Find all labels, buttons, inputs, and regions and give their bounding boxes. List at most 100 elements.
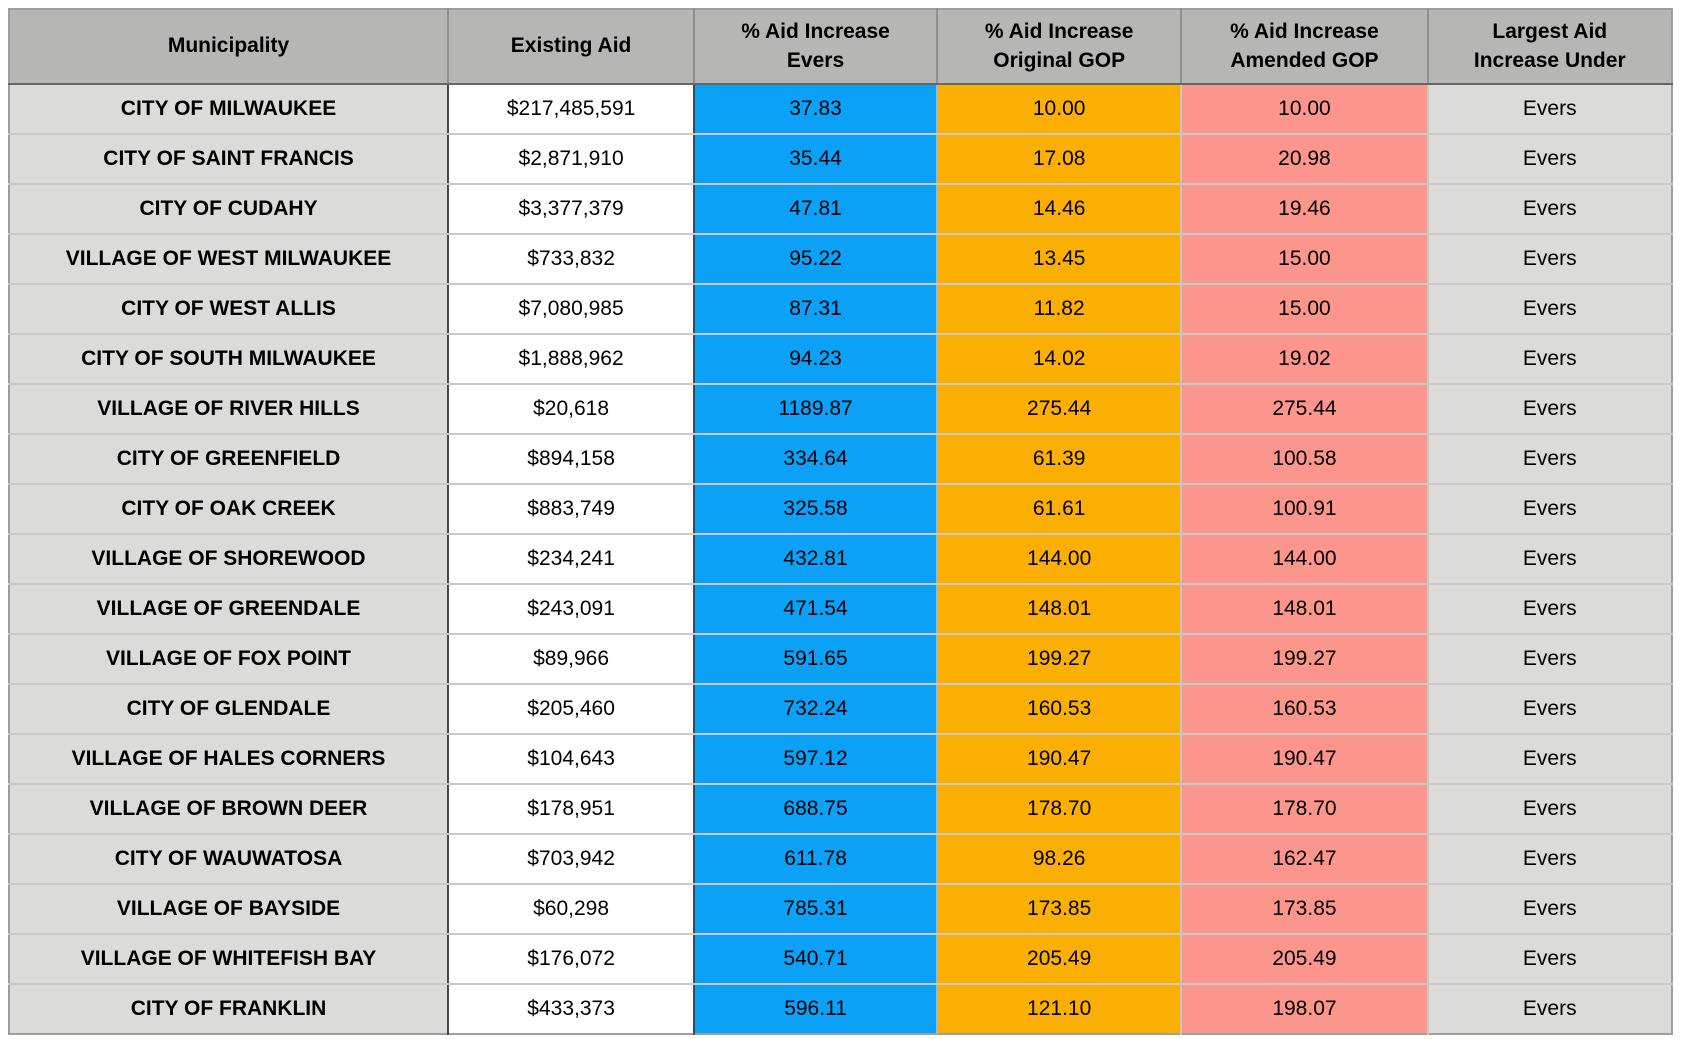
table-row: CITY OF GREENFIELD $894,158 334.64 61.39 100… bbox=[9, 434, 1672, 485]
table-row: VILLAGE OF SHOREWOOD $234,241 432.81 144.00… bbox=[9, 534, 1672, 585]
original-gop-increase-cell: 121.10 bbox=[936, 984, 1183, 1034]
largest-increase-cell: Evers bbox=[1427, 684, 1672, 735]
original-gop-increase-cell: 148.01 bbox=[936, 584, 1183, 635]
existing-aid-cell: $733,832 bbox=[448, 234, 696, 285]
amended-gop-increase-cell: 199.27 bbox=[1181, 634, 1429, 685]
amended-gop-increase-cell: 198.07 bbox=[1181, 984, 1429, 1034]
existing-aid-cell: $217,485,591 bbox=[448, 84, 696, 135]
largest-increase-cell: Evers bbox=[1427, 934, 1672, 985]
original-gop-increase-cell: 98.26 bbox=[936, 834, 1183, 885]
original-gop-increase-cell: 178.70 bbox=[936, 784, 1183, 835]
existing-aid-cell: $205,460 bbox=[448, 684, 696, 735]
municipality-cell: CITY OF WEST ALLIS bbox=[9, 284, 450, 335]
original-gop-increase-cell: 17.08 bbox=[936, 134, 1183, 185]
col-header-municipality-line: Municipality bbox=[167, 34, 290, 58]
municipality-cell: VILLAGE OF WEST MILWAUKEE bbox=[9, 234, 450, 285]
municipality-cell: VILLAGE OF SHOREWOOD bbox=[9, 534, 450, 585]
table-row: VILLAGE OF GREENDALE $243,091 471.54 148.01… bbox=[9, 584, 1672, 635]
existing-aid-cell: $3,377,379 bbox=[448, 184, 696, 235]
table-row: CITY OF WAUWATOSA $703,942 611.78 98.26 162.… bbox=[9, 834, 1672, 885]
municipality-cell: VILLAGE OF WHITEFISH BAY bbox=[9, 934, 450, 985]
municipality-cell: VILLAGE OF GREENDALE bbox=[9, 584, 450, 635]
col-header-largest-under-line: Increase Under bbox=[1473, 48, 1626, 72]
col-header-amended-gop-line: % Aid Increase bbox=[1230, 20, 1379, 44]
municipality-cell: CITY OF MILWAUKEE bbox=[9, 84, 450, 135]
amended-gop-increase-cell: 173.85 bbox=[1181, 884, 1429, 935]
municipality-cell: VILLAGE OF FOX POINT bbox=[9, 634, 450, 685]
table-row: VILLAGE OF BAYSIDE $60,298 785.31 173.85 173… bbox=[9, 884, 1672, 935]
largest-increase-cell: Evers bbox=[1427, 884, 1672, 935]
aid-table: Municipality Existing Aid % Aid Increase Ev… bbox=[8, 8, 1673, 1035]
amended-gop-increase-cell: 178.70 bbox=[1181, 784, 1429, 835]
col-header-existing-aid-line: Existing Aid bbox=[510, 34, 632, 58]
municipality-cell: CITY OF GLENDALE bbox=[9, 684, 450, 735]
largest-increase-cell: Evers bbox=[1427, 834, 1672, 885]
table-row: CITY OF MILWAUKEE $217,485,591 37.83 10.00 1… bbox=[9, 84, 1672, 135]
largest-increase-cell: Evers bbox=[1427, 284, 1672, 335]
amended-gop-increase-cell: 100.58 bbox=[1181, 434, 1429, 485]
col-header-original-gop-line: % Aid Increase bbox=[984, 20, 1134, 44]
original-gop-increase-cell: 14.02 bbox=[936, 334, 1183, 385]
municipality-cell: CITY OF GREENFIELD bbox=[9, 434, 450, 485]
table-row: CITY OF GLENDALE $205,460 732.24 160.53 160.… bbox=[9, 684, 1672, 735]
col-header-original-gop-line: Original GOP bbox=[993, 48, 1126, 72]
evers-increase-cell: 334.64 bbox=[694, 434, 938, 485]
evers-increase-cell: 596.11 bbox=[694, 984, 938, 1034]
original-gop-increase-cell: 144.00 bbox=[936, 534, 1183, 585]
original-gop-increase-cell: 61.39 bbox=[936, 434, 1183, 485]
evers-increase-cell: 591.65 bbox=[694, 634, 938, 685]
amended-gop-increase-cell: 15.00 bbox=[1181, 284, 1429, 335]
existing-aid-cell: $2,871,910 bbox=[448, 134, 696, 185]
col-header-amended-gop-line: Amended GOP bbox=[1230, 48, 1379, 72]
table-row: CITY OF SOUTH MILWAUKEE $1,888,962 94.23 14… bbox=[9, 334, 1672, 385]
table-row: VILLAGE OF WHITEFISH BAY $176,072 540.71 20… bbox=[9, 934, 1672, 985]
evers-increase-cell: 432.81 bbox=[694, 534, 938, 585]
col-header-largest-under-line: Largest Aid bbox=[1492, 20, 1608, 44]
original-gop-increase-cell: 13.45 bbox=[936, 234, 1183, 285]
municipality-cell: CITY OF FRANKLIN bbox=[9, 984, 450, 1034]
col-header-evers: % Aid Increase Evers bbox=[694, 9, 938, 85]
existing-aid-cell: $243,091 bbox=[448, 584, 696, 635]
table-row: VILLAGE OF RIVER HILLS $20,618 1189.87 275.… bbox=[9, 384, 1672, 435]
table-row: VILLAGE OF FOX POINT $89,966 591.65 199.27 1… bbox=[9, 634, 1672, 685]
amended-gop-increase-cell: 160.53 bbox=[1181, 684, 1429, 735]
original-gop-increase-cell: 61.61 bbox=[936, 484, 1183, 535]
evers-increase-cell: 37.83 bbox=[694, 84, 938, 135]
evers-increase-cell: 325.58 bbox=[694, 484, 938, 535]
table-row: VILLAGE OF BROWN DEER $178,951 688.75 178.7… bbox=[9, 784, 1672, 835]
existing-aid-cell: $703,942 bbox=[448, 834, 696, 885]
table-header-row: Municipality Existing Aid % Aid Increase Ev… bbox=[9, 9, 1672, 85]
municipality-cell: CITY OF WAUWATOSA bbox=[9, 834, 450, 885]
existing-aid-cell: $234,241 bbox=[448, 534, 696, 585]
largest-increase-cell: Evers bbox=[1427, 484, 1672, 535]
existing-aid-cell: $104,643 bbox=[448, 734, 696, 785]
evers-increase-cell: 95.22 bbox=[694, 234, 938, 285]
evers-increase-cell: 540.71 bbox=[694, 934, 938, 985]
amended-gop-increase-cell: 19.46 bbox=[1181, 184, 1429, 235]
evers-increase-cell: 47.81 bbox=[694, 184, 938, 235]
original-gop-increase-cell: 275.44 bbox=[936, 384, 1183, 435]
amended-gop-increase-cell: 19.02 bbox=[1181, 334, 1429, 385]
largest-increase-cell: Evers bbox=[1427, 634, 1672, 685]
existing-aid-cell: $60,298 bbox=[448, 884, 696, 935]
evers-increase-cell: 732.24 bbox=[694, 684, 938, 735]
evers-increase-cell: 597.12 bbox=[694, 734, 938, 785]
largest-increase-cell: Evers bbox=[1427, 334, 1672, 385]
original-gop-increase-cell: 205.49 bbox=[936, 934, 1183, 985]
table-body: CITY OF MILWAUKEE $217,485,591 37.83 10.00 1… bbox=[9, 84, 1672, 1034]
existing-aid-cell: $89,966 bbox=[448, 634, 696, 685]
col-header-municipality: Municipality bbox=[9, 9, 450, 85]
largest-increase-cell: Evers bbox=[1427, 534, 1672, 585]
largest-increase-cell: Evers bbox=[1427, 84, 1672, 135]
municipality-cell: CITY OF SAINT FRANCIS bbox=[9, 134, 450, 185]
existing-aid-cell: $894,158 bbox=[448, 434, 696, 485]
amended-gop-increase-cell: 205.49 bbox=[1181, 934, 1429, 985]
amended-gop-increase-cell: 15.00 bbox=[1181, 234, 1429, 285]
original-gop-increase-cell: 10.00 bbox=[936, 84, 1183, 135]
original-gop-increase-cell: 160.53 bbox=[936, 684, 1183, 735]
amended-gop-increase-cell: 144.00 bbox=[1181, 534, 1429, 585]
col-header-evers-line: Evers bbox=[786, 48, 845, 72]
largest-increase-cell: Evers bbox=[1427, 384, 1672, 435]
evers-increase-cell: 1189.87 bbox=[694, 384, 938, 435]
municipality-cell: CITY OF OAK CREEK bbox=[9, 484, 450, 535]
